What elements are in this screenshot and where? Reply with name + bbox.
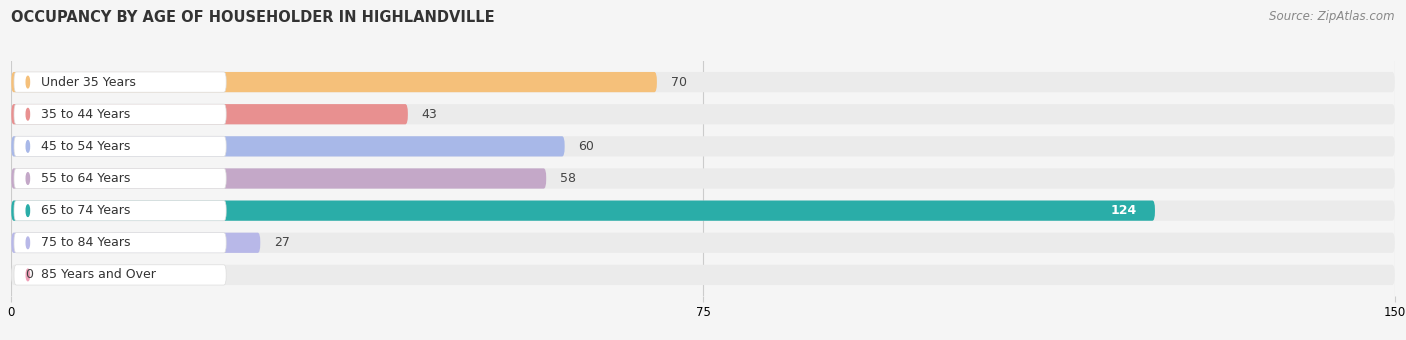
- Text: 124: 124: [1111, 204, 1136, 217]
- Text: 75 to 84 Years: 75 to 84 Years: [41, 236, 131, 249]
- FancyBboxPatch shape: [11, 233, 260, 253]
- FancyBboxPatch shape: [14, 233, 226, 253]
- Circle shape: [27, 108, 30, 120]
- FancyBboxPatch shape: [14, 201, 226, 221]
- FancyBboxPatch shape: [11, 136, 565, 156]
- FancyBboxPatch shape: [14, 265, 226, 285]
- FancyBboxPatch shape: [11, 168, 546, 189]
- FancyBboxPatch shape: [14, 136, 226, 156]
- FancyBboxPatch shape: [11, 201, 1395, 221]
- FancyBboxPatch shape: [11, 136, 1395, 156]
- Circle shape: [27, 173, 30, 184]
- Text: 27: 27: [274, 236, 290, 249]
- Text: 0: 0: [25, 268, 34, 282]
- Circle shape: [27, 237, 30, 249]
- FancyBboxPatch shape: [14, 168, 226, 189]
- Circle shape: [27, 205, 30, 217]
- Text: 35 to 44 Years: 35 to 44 Years: [41, 108, 129, 121]
- Text: 45 to 54 Years: 45 to 54 Years: [41, 140, 131, 153]
- FancyBboxPatch shape: [11, 168, 1395, 189]
- Text: OCCUPANCY BY AGE OF HOUSEHOLDER IN HIGHLANDVILLE: OCCUPANCY BY AGE OF HOUSEHOLDER IN HIGHL…: [11, 10, 495, 25]
- Text: 70: 70: [671, 75, 686, 89]
- Circle shape: [27, 269, 30, 281]
- FancyBboxPatch shape: [11, 72, 657, 92]
- Circle shape: [27, 140, 30, 152]
- Text: 65 to 74 Years: 65 to 74 Years: [41, 204, 131, 217]
- FancyBboxPatch shape: [14, 104, 226, 124]
- Text: 58: 58: [560, 172, 576, 185]
- Text: 60: 60: [578, 140, 595, 153]
- FancyBboxPatch shape: [11, 72, 1395, 92]
- FancyBboxPatch shape: [11, 104, 408, 124]
- FancyBboxPatch shape: [11, 265, 1395, 285]
- FancyBboxPatch shape: [14, 72, 226, 92]
- FancyBboxPatch shape: [11, 233, 1395, 253]
- FancyBboxPatch shape: [11, 104, 1395, 124]
- Text: 85 Years and Over: 85 Years and Over: [41, 268, 156, 282]
- Text: 55 to 64 Years: 55 to 64 Years: [41, 172, 131, 185]
- Text: 43: 43: [422, 108, 437, 121]
- FancyBboxPatch shape: [11, 201, 1154, 221]
- Text: Under 35 Years: Under 35 Years: [41, 75, 135, 89]
- Text: Source: ZipAtlas.com: Source: ZipAtlas.com: [1270, 10, 1395, 23]
- Circle shape: [27, 76, 30, 88]
